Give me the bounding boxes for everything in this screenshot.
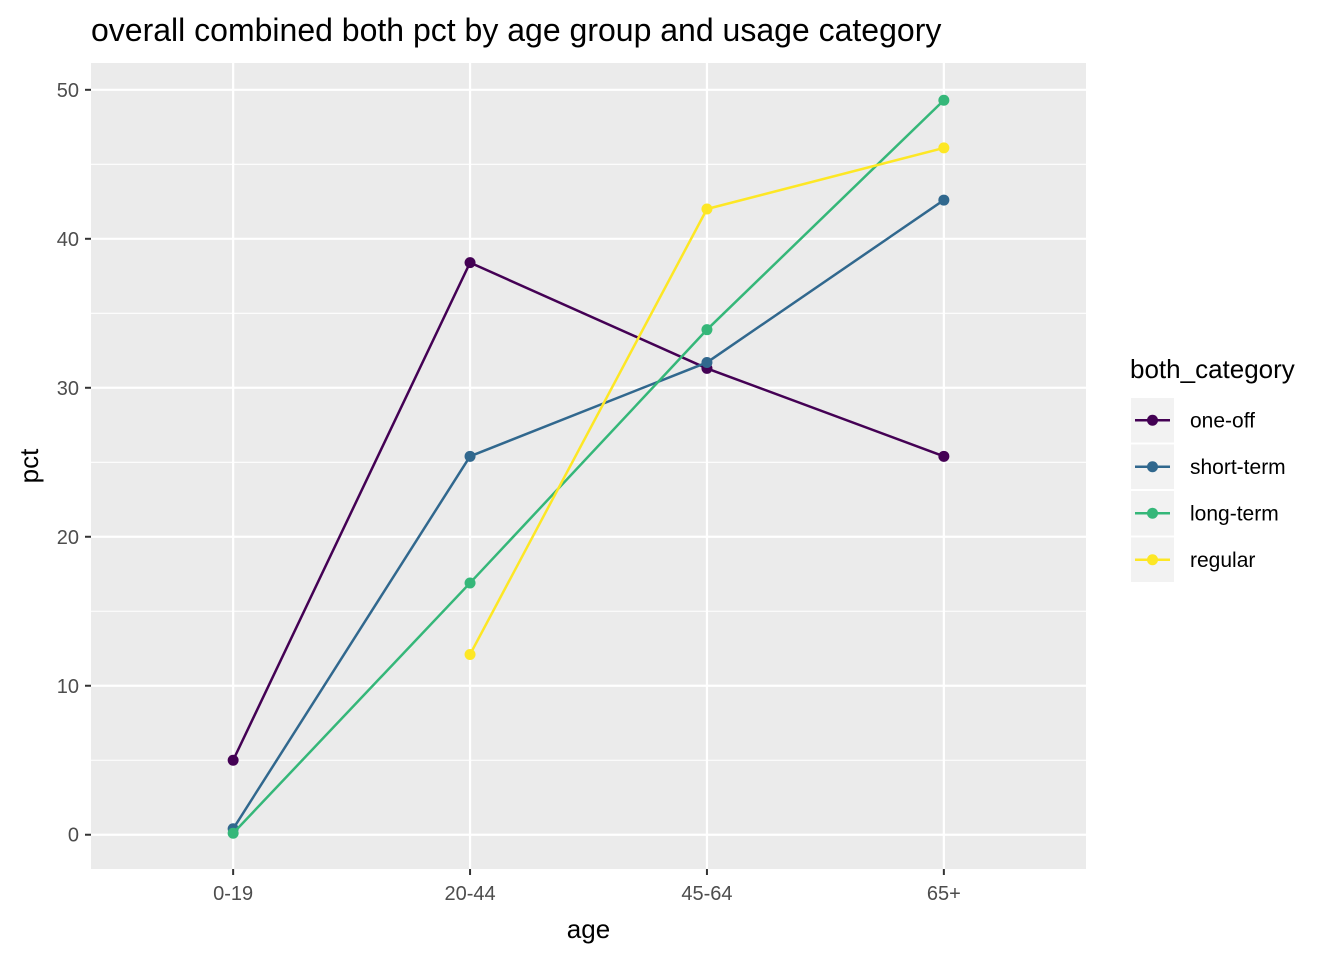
data-point-one-off: [464, 257, 476, 269]
data-point-one-off: [227, 754, 239, 766]
x-tick-label: 0-19: [213, 883, 253, 905]
x-tick-label: 65+: [927, 883, 961, 905]
y-tick-label: 0: [68, 825, 79, 847]
data-point-long-term: [464, 577, 476, 589]
y-tick-label: 20: [57, 527, 79, 549]
series-line-one-off: [232, 260, 945, 761]
data-point-short-term: [938, 194, 950, 206]
data-point-short-term: [464, 450, 476, 462]
plot-panel: [91, 63, 1086, 869]
legend: both_category one-off short-term long-term…: [1130, 354, 1295, 582]
chart-title: overall combined both pct by age group a…: [91, 12, 941, 48]
data-point-long-term: [227, 827, 239, 839]
data-point-regular: [701, 203, 713, 215]
data-point-regular: [464, 648, 476, 660]
x-tick-label: 20-44: [444, 883, 495, 905]
legend-label: one-off: [1190, 409, 1255, 432]
data-point-regular: [938, 142, 950, 154]
data-point-long-term: [938, 94, 950, 106]
legend-key-point: [1147, 461, 1158, 473]
data-point-short-term: [701, 356, 713, 368]
y-tick-label: 50: [57, 80, 79, 102]
gridlines: [91, 63, 1086, 869]
legend-label: long-term: [1190, 502, 1279, 525]
y-axis-label: pct: [14, 448, 44, 483]
legend-key-point: [1147, 554, 1158, 566]
legend-label: regular: [1190, 549, 1255, 572]
legend-title: both_category: [1130, 354, 1295, 384]
legend-label: short-term: [1190, 456, 1286, 479]
y-tick-label: 40: [57, 229, 79, 251]
series-line-long-term: [232, 99, 945, 835]
data-point-long-term: [701, 324, 713, 336]
series-layer: [227, 94, 950, 839]
y-tick-label: 30: [57, 378, 79, 400]
legend-key-point: [1147, 507, 1158, 519]
x-axis-label: age: [567, 914, 610, 944]
data-point-one-off: [938, 450, 950, 462]
series-line-short-term: [232, 199, 945, 830]
x-tick-label: 45-64: [681, 883, 732, 905]
y-tick-label: 10: [57, 676, 79, 698]
axes: 0 10 20 30 40 50 0-19 20-44 45-64 65+: [57, 80, 961, 905]
legend-key-point: [1147, 414, 1158, 426]
